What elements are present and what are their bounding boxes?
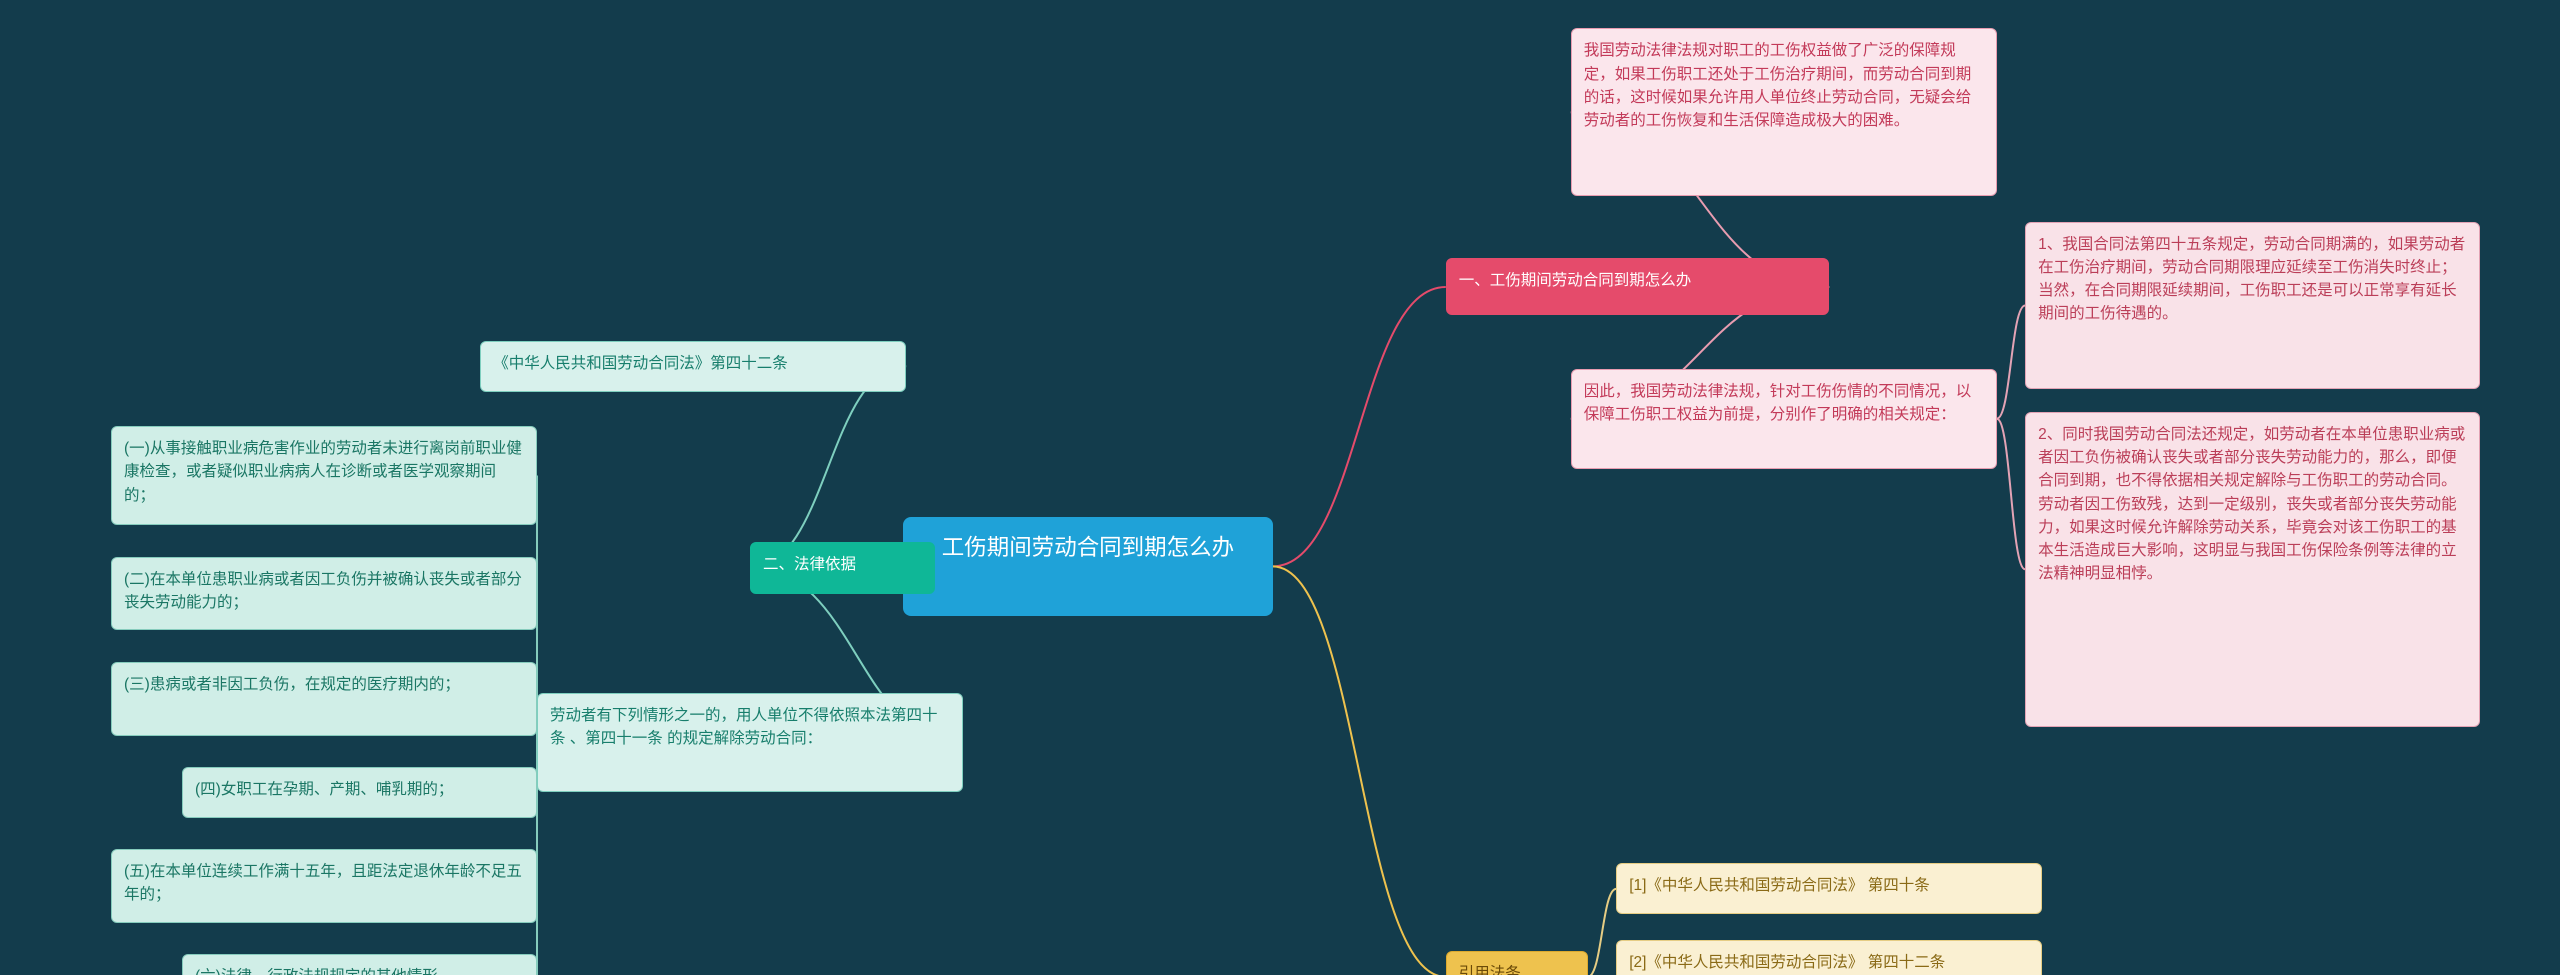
node-label: (一)从事接触职业病危害作业的劳动者未进行离岗前职业健康检查，或者疑似职业病病人… <box>124 440 522 504</box>
node-label: [2]《中华人民共和国劳动合同法》 第四十二条 <box>1629 954 1945 971</box>
node-b2b3[interactable]: (三)患病或者非因工负伤，在规定的医疗期内的； <box>111 662 537 736</box>
edge-b3-b3a <box>1588 889 1616 975</box>
node-label: 1、我国合同法第四十五条规定，劳动合同期满的，如果劳动者在工伤治疗期间，劳动合同… <box>2038 236 2465 323</box>
root-label: 工伤期间劳动合同到期怎么办 <box>942 535 1234 560</box>
node-label: 因此，我国劳动法律法规，针对工伤伤情的不同情况，以保障工伤职工权益为前提，分别作… <box>1584 383 1972 423</box>
node-label: (三)患病或者非因工负伤，在规定的医疗期内的； <box>124 676 460 693</box>
node-label: (五)在本单位连续工作满十五年，且距法定退休年龄不足五年的； <box>124 863 522 903</box>
node-label: (四)女职工在孕期、产期、哺乳期的； <box>195 781 453 798</box>
node-label: 引用法条 <box>1459 965 1521 975</box>
edge-b1b-b1b1 <box>1997 306 2025 419</box>
node-b1a[interactable]: 我国劳动法律法规对职工的工伤权益做了广泛的保障规定，如果工伤职工还处于工伤治疗期… <box>1571 28 1997 196</box>
mindmap-canvas: { "background": "#133c4c", "root": { "id… <box>0 0 2560 975</box>
node-label: (二)在本单位患职业病或者因工负伤并被确认丧失或者部分丧失劳动能力的； <box>124 571 522 611</box>
node-label: 劳动者有下列情形之一的，用人单位不得依照本法第四十条 、第四十一条 的规定解除劳… <box>550 707 938 747</box>
root-node[interactable]: 工伤期间劳动合同到期怎么办 <box>903 517 1272 616</box>
node-b2b5[interactable]: (五)在本单位连续工作满十五年，且距法定退休年龄不足五年的； <box>111 849 537 923</box>
node-b3[interactable]: 引用法条 <box>1446 951 1588 975</box>
node-b1b1[interactable]: 1、我国合同法第四十五条规定，劳动合同期满的，如果劳动者在工伤治疗期间，劳动合同… <box>2025 222 2479 390</box>
node-b3b[interactable]: [2]《中华人民共和国劳动合同法》 第四十二条 <box>1616 940 2042 975</box>
node-b1[interactable]: 一、工伤期间劳动合同到期怎么办 <box>1446 258 1829 315</box>
node-label: 2、同时我国劳动合同法还规定，如劳动者在本单位患职业病或者因工负伤被确认丧失或者… <box>2038 426 2465 583</box>
node-label: 二、法律依据 <box>763 556 856 573</box>
node-b2b1[interactable]: (一)从事接触职业病危害作业的劳动者未进行离岗前职业健康检查，或者疑似职业病病人… <box>111 426 537 525</box>
node-label: [1]《中华人民共和国劳动合同法》 第四十条 <box>1629 877 1930 894</box>
node-label: 我国劳动法律法规对职工的工伤权益做了广泛的保障规定，如果工伤职工还处于工伤治疗期… <box>1584 42 1972 129</box>
node-b2b6[interactable]: (六)法律、行政法规规定的其他情形。 <box>182 954 537 975</box>
node-b3a[interactable]: [1]《中华人民共和国劳动合同法》 第四十条 <box>1616 863 2042 914</box>
node-b1b2[interactable]: 2、同时我国劳动合同法还规定，如劳动者在本单位患职业病或者因工负伤被确认丧失或者… <box>2025 412 2479 727</box>
edge-b1b-b1b2 <box>1997 419 2025 570</box>
node-label: 《中华人民共和国劳动合同法》第四十二条 <box>493 355 788 372</box>
edge-root-b1 <box>1273 287 1446 566</box>
edge-b2-b2a <box>750 366 906 568</box>
node-b2b4[interactable]: (四)女职工在孕期、产期、哺乳期的； <box>182 767 537 818</box>
edge-root-b3 <box>1273 566 1446 975</box>
node-b1b[interactable]: 因此，我国劳动法律法规，针对工伤伤情的不同情况，以保障工伤职工权益为前提，分别作… <box>1571 369 1997 468</box>
node-b2b2[interactable]: (二)在本单位患职业病或者因工负伤并被确认丧失或者部分丧失劳动能力的； <box>111 557 537 631</box>
node-label: (六)法律、行政法规规定的其他情形。 <box>195 968 453 975</box>
node-b2[interactable]: 二、法律依据 <box>750 542 935 593</box>
node-label: 一、工伤期间劳动合同到期怎么办 <box>1459 272 1692 289</box>
node-b2a[interactable]: 《中华人民共和国劳动合同法》第四十二条 <box>480 341 906 392</box>
node-b2b[interactable]: 劳动者有下列情形之一的，用人单位不得依照本法第四十条 、第四十一条 的规定解除劳… <box>537 693 963 792</box>
